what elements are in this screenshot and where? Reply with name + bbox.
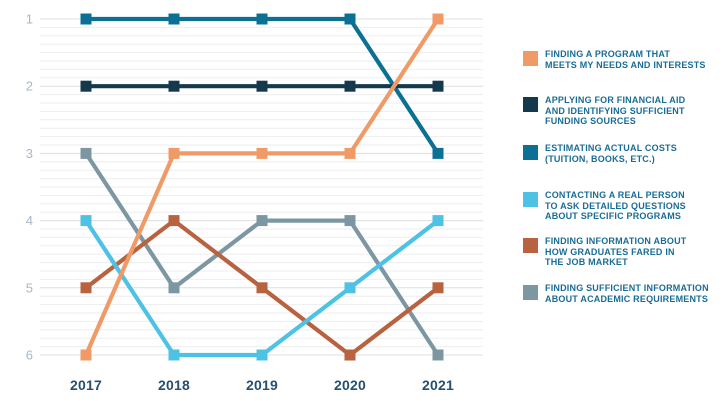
data-point-marker (80, 13, 92, 25)
data-point-marker (168, 80, 180, 92)
legend-label: FINDING INFORMATION ABOUT HOW GRADUATES F… (545, 236, 720, 268)
legend-label: FINDING A PROGRAM THAT MEETS MY NEEDS AND… (545, 49, 720, 70)
legend-label-line: AND IDENTIFYING SUFFICIENT (545, 105, 685, 116)
x-axis-label: 2020 (334, 377, 366, 393)
data-point-marker (344, 13, 356, 25)
legend-label-line: MEETS MY NEEDS AND INTERESTS (545, 59, 706, 70)
data-point-marker (432, 215, 444, 227)
legend-swatch (523, 145, 538, 160)
data-point-marker (168, 147, 180, 159)
legend-label: FINDING SUFFICIENT INFORMATION ABOUT ACAD… (545, 283, 720, 304)
legend-label-line: FINDING A PROGRAM THAT (545, 49, 671, 59)
legend-label-line: FUNDING SOURCES (545, 116, 637, 127)
data-point-marker (168, 215, 180, 227)
legend-label-line: THE JOB MARKET (545, 257, 628, 268)
legend-swatch (523, 192, 538, 207)
x-axis-label: 2019 (246, 377, 278, 393)
data-point-marker (432, 349, 444, 361)
data-point-marker (168, 13, 180, 25)
y-tick-label: 6 (26, 348, 33, 363)
data-point-marker (344, 349, 356, 361)
legend-label: ESTIMATING ACTUAL COSTS (TUITION, BOOKS, … (545, 143, 720, 164)
data-point-marker (432, 282, 444, 294)
x-axis: 2017 2018 2019 2020 2021 (70, 377, 454, 393)
data-point-marker (256, 349, 268, 361)
y-tick-label: 1 (26, 12, 33, 27)
data-point-marker (256, 282, 268, 294)
series-estimating-actual-costs-tuition-books-et (80, 13, 444, 159)
series-finding-a-program-that-meets-my-needs-an (80, 13, 444, 361)
legend-label-line: APPLYING FOR FINANCIAL AID (545, 95, 686, 105)
legend-swatch (523, 285, 538, 300)
x-axis-label: 2017 (70, 377, 102, 393)
legend-label-line: CONTACTING A REAL PERSON (545, 190, 685, 200)
data-point-marker (256, 13, 268, 25)
data-point-marker (256, 215, 268, 227)
data-point-marker (432, 13, 444, 25)
legend-swatch (523, 51, 538, 66)
data-point-marker (432, 147, 444, 159)
legend-label-line: ABOUT SPECIFIC PROGRAMS (545, 211, 682, 222)
y-tick-label: 4 (26, 213, 33, 228)
y-tick-label: 3 (26, 146, 33, 161)
legend-label-line: FINDING INFORMATION ABOUT (545, 236, 687, 246)
gridlines (40, 18, 483, 356)
series-applying-for-financial-aid-and-identifyi (80, 80, 444, 92)
legend-label-line: FINDING SUFFICIENT INFORMATION (545, 283, 709, 293)
series-finding-information-about-how-graduates- (80, 215, 444, 361)
legend-swatch (523, 97, 538, 112)
chart-canvas: 1 2 3 4 5 6 2017 2018 2019 2020 2021 (26, 12, 483, 393)
data-point-marker (344, 80, 356, 92)
y-tick-label: 2 (26, 79, 33, 94)
data-point-marker (344, 147, 356, 159)
data-point-marker (80, 215, 92, 227)
legend-label: APPLYING FOR FINANCIAL AID AND IDENTIFYIN… (545, 95, 720, 127)
data-point-marker (344, 282, 356, 294)
x-axis-label: 2018 (158, 377, 190, 393)
data-point-marker (80, 349, 92, 361)
data-point-marker (80, 282, 92, 294)
series-contacting-a-real-person-to-ask-detailed (80, 215, 444, 361)
y-axis: 1 2 3 4 5 6 (26, 12, 33, 363)
data-point-marker (344, 215, 356, 227)
data-point-marker (80, 80, 92, 92)
legend-label-line: HOW GRADUATES FARED IN (545, 246, 675, 257)
data-point-marker (168, 349, 180, 361)
legend-swatch (523, 238, 538, 253)
legend-label-line: TO ASK DETAILED QUESTIONS (545, 200, 686, 211)
data-point-marker (256, 147, 268, 159)
y-tick-label: 5 (26, 280, 33, 295)
data-point-marker (80, 147, 92, 159)
legend-label-line: ABOUT ACADEMIC REQUIREMENTS (545, 293, 709, 304)
legend-label: CONTACTING A REAL PERSON TO ASK DETAILED … (545, 190, 720, 222)
legend-label-line: (TUITION, BOOKS, ETC.) (545, 153, 655, 164)
data-point-marker (256, 80, 268, 92)
data-point-marker (432, 80, 444, 92)
x-axis-label: 2021 (422, 377, 454, 393)
data-point-marker (168, 282, 180, 294)
legend-label-line: ESTIMATING ACTUAL COSTS (545, 143, 677, 153)
